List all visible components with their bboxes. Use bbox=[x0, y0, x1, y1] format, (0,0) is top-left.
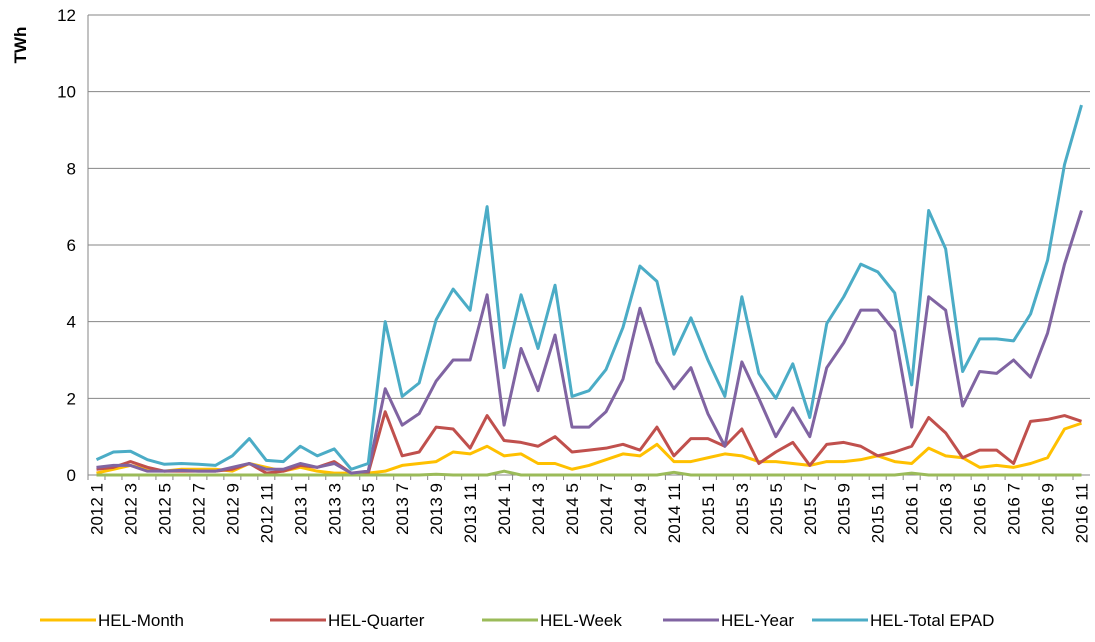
x-tick-label: 2015 11 bbox=[869, 483, 888, 543]
y-tick-label: 10 bbox=[57, 83, 76, 102]
x-tick-label: 2012 9 bbox=[223, 483, 242, 535]
x-tick-label: 2013 1 bbox=[291, 483, 310, 535]
x-tick-label: 2016 1 bbox=[903, 483, 922, 535]
x-tick-label: 2015 3 bbox=[733, 483, 752, 535]
x-tick-label: 2014 11 bbox=[665, 483, 684, 543]
x-tick-label: 2016 7 bbox=[1005, 483, 1024, 535]
x-tick-label: 2012 1 bbox=[87, 483, 106, 535]
x-tick-label: 2013 5 bbox=[359, 483, 378, 535]
legend-label: HEL-Year bbox=[721, 611, 794, 630]
x-tick-label: 2016 5 bbox=[971, 483, 990, 535]
x-tick-label: 2013 9 bbox=[427, 483, 446, 535]
legend-label: HEL-Total EPAD bbox=[870, 611, 994, 630]
y-tick-label: 4 bbox=[67, 313, 76, 332]
y-tick-label: 12 bbox=[57, 6, 76, 25]
line-series bbox=[96, 410, 1082, 475]
x-tick-label: 2015 9 bbox=[835, 483, 854, 535]
legend-label: HEL-Quarter bbox=[328, 611, 425, 630]
x-tick-label: 2016 3 bbox=[937, 483, 956, 535]
x-tick-label: 2012 3 bbox=[121, 483, 140, 535]
x-tick-label: 2014 9 bbox=[631, 483, 650, 535]
line-series bbox=[96, 210, 1083, 475]
legend-label: HEL-Month bbox=[98, 611, 184, 630]
x-tick-label: 2015 7 bbox=[801, 483, 820, 535]
y-tick-label: 6 bbox=[67, 236, 76, 255]
x-tick-label: 2013 7 bbox=[393, 483, 412, 535]
y-tick-label: 2 bbox=[67, 389, 76, 408]
x-tick-label: 2014 1 bbox=[495, 483, 514, 535]
x-tick-label: 2012 7 bbox=[189, 483, 208, 535]
x-tick-label: 2016 11 bbox=[1073, 483, 1092, 543]
x-tick-label: 2012 5 bbox=[155, 483, 174, 535]
line-series bbox=[95, 104, 1083, 471]
legend-label: HEL-Week bbox=[540, 611, 622, 630]
line-series bbox=[96, 469, 1082, 477]
y-tick-label: 0 bbox=[67, 466, 76, 485]
x-tick-label: 2013 11 bbox=[461, 483, 480, 543]
x-tick-label: 2014 3 bbox=[529, 483, 548, 535]
x-tick-label: 2014 5 bbox=[563, 483, 582, 535]
x-tick-label: 2013 3 bbox=[325, 483, 344, 535]
y-tick-label: 8 bbox=[67, 159, 76, 178]
y-axis-label: TWh bbox=[11, 27, 30, 64]
x-tick-label: 2015 5 bbox=[767, 483, 786, 535]
x-tick-label: 2016 9 bbox=[1039, 483, 1058, 535]
x-tick-label: 2012 11 bbox=[257, 483, 276, 543]
x-tick-label: 2015 1 bbox=[699, 483, 718, 535]
x-tick-label: 2014 7 bbox=[597, 483, 616, 535]
